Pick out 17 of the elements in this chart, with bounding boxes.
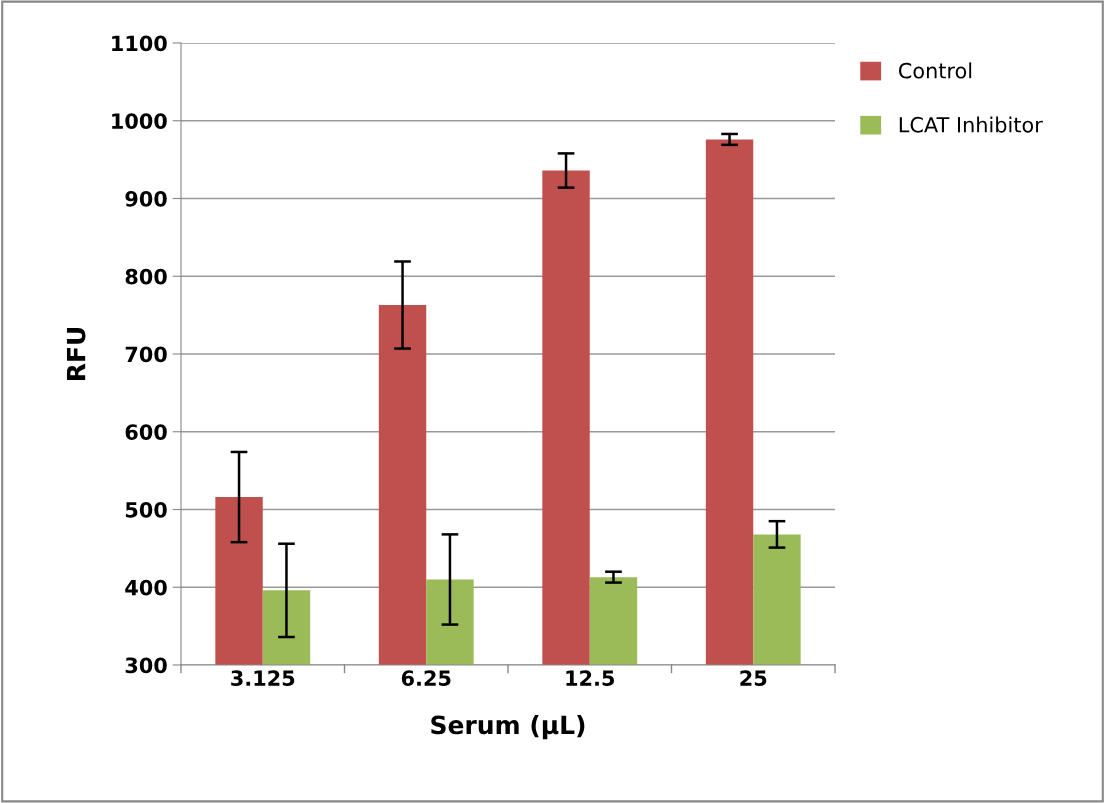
y-tick-label: 600 <box>125 424 167 440</box>
x-tick-label: 12.5 <box>566 670 614 686</box>
y-tick-label: 500 <box>125 501 167 518</box>
y-tick-label: 400 <box>125 579 167 596</box>
y-tick-label: 1000 <box>112 113 167 129</box>
y-tick-label: 900 <box>125 190 167 207</box>
x-tick-label: 3.125 <box>231 670 295 686</box>
y-tick-label: 1100 <box>112 35 167 52</box>
legend-label: LCAT Inhibitor <box>899 116 1043 133</box>
x-tick-label: 6.25 <box>401 670 451 686</box>
y-tick-label: 300 <box>125 657 167 674</box>
y-tick-label: 700 <box>125 346 167 363</box>
x-tick-label: 25 <box>740 670 767 686</box>
y-tick-label: 800 <box>125 268 167 285</box>
y-axis-title: RFU <box>66 327 86 381</box>
x-axis-title: Serum (µL) <box>431 715 585 740</box>
legend-label: Control <box>898 62 972 79</box>
